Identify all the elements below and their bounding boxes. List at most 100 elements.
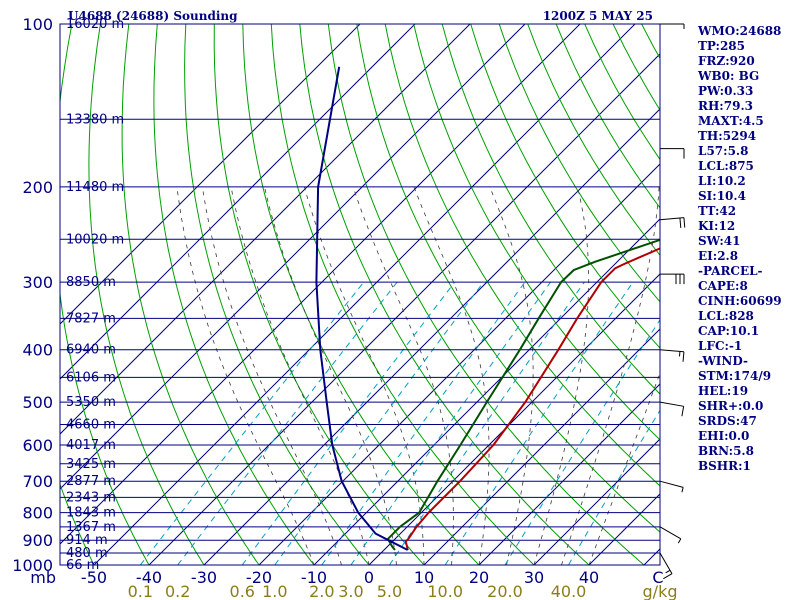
isotherm-line: [60, 24, 416, 380]
moist-adiabat-line: [533, 186, 590, 565]
stability-index-item: TH:5294: [698, 129, 757, 143]
wind-barb: [659, 480, 684, 493]
wind-barb-staff: [659, 526, 682, 540]
height-label: 7827 m: [66, 311, 116, 326]
wind-barb-staff: [659, 480, 684, 488]
height-label: 5350 m: [66, 395, 116, 410]
height-label: 480 m: [66, 546, 108, 561]
isotherm-line: [60, 24, 526, 490]
temperature-tick-label: -40: [136, 568, 162, 587]
stability-index-item: SI:10.4: [698, 189, 746, 203]
dry-adiabat-line: [213, 24, 425, 565]
isotherm-line: [423, 328, 660, 565]
wind-barb: [659, 349, 685, 362]
stability-index-item: SHR+:0.0: [698, 399, 764, 413]
axis-labels: 16020 m 13380 m 11480 m 10020 m 8850 m 7827 m…: [12, 15, 677, 600]
temperature-tick-label: -10: [301, 568, 327, 587]
mixing-ratio-line: [568, 409, 660, 565]
pressure-tick-label: 300: [22, 273, 53, 292]
moist-adiabat-line: [176, 186, 315, 565]
mixing-ratio-tick-label: 20.0: [487, 582, 523, 600]
mixing-ratio-tick-label: 0.2: [165, 582, 190, 600]
pressure-tick-label: 200: [22, 178, 53, 197]
stability-index-item: FRZ:920: [698, 54, 755, 68]
wind-barb-flag: [665, 569, 671, 574]
wind-barb-staff: [659, 401, 684, 407]
wind-barb: [659, 217, 686, 228]
stability-index-item: LCL:875: [698, 159, 754, 173]
mixing-ratio-tick-label: 1.0: [262, 582, 287, 600]
isotherm-line: [203, 108, 660, 565]
mixing-ratio-line: [274, 281, 484, 565]
height-label: 8850 m: [66, 275, 116, 290]
isotherm-line: [148, 53, 660, 565]
mixing-ratio-line: [177, 281, 398, 565]
mixing-ratio-tick-label: 5.0: [377, 582, 402, 600]
wind-barb: [660, 23, 685, 29]
stability-index-item: -PARCEL-: [698, 264, 763, 278]
isotherm-line: [93, 24, 636, 565]
height-label: 2877 m: [66, 474, 116, 489]
mixing-ratio-line: [139, 281, 365, 565]
mixing-ratio-tick-label: 10.0: [427, 582, 463, 600]
stability-index-item: CINH:60699: [698, 294, 782, 308]
stability-index-item: WMO:24688: [698, 24, 782, 38]
temperature-tick-label: -50: [81, 568, 107, 587]
mixing-ratio-line: [241, 281, 456, 565]
temperature-tick-label: 30: [524, 568, 544, 587]
wind-barb: [660, 273, 685, 285]
stability-index-item: -WIND-: [698, 354, 748, 368]
dry-adiabat-line: [153, 24, 315, 565]
mixing-ratio-tick-label: 0.1: [128, 582, 153, 600]
wind-barb-flag: [681, 406, 685, 417]
temperature-profile-line: [404, 247, 660, 551]
mixing-ratio-line: [350, 281, 552, 565]
wind-barbs: [659, 23, 686, 580]
pressure-tick-label: 700: [22, 472, 53, 491]
isotherm-line: [478, 383, 660, 565]
mixing-ratio-tick-label: 0.6: [230, 582, 255, 600]
stability-index-item: SW:41: [698, 234, 741, 248]
height-label: 10020 m: [66, 232, 124, 247]
stability-index-item: SRDS:47: [698, 414, 757, 428]
mixing-ratio-tick-label: g/kg: [643, 582, 678, 600]
isotherm-line: [368, 273, 660, 565]
height-label: 6940 m: [66, 343, 116, 358]
height-label: 13380 m: [66, 112, 124, 127]
stability-index-item: CAP:10.1: [698, 324, 760, 338]
stability-index-item: BRN:5.8: [698, 444, 754, 458]
height-label: 16020 m: [66, 17, 124, 32]
stability-index-item: EHI:0.0: [698, 429, 750, 443]
temperature-tick-label: 0: [364, 568, 374, 587]
temperature-tick-label: -30: [191, 568, 217, 587]
wind-barb-flag: [683, 217, 686, 228]
height-label: 3425 m: [66, 457, 116, 472]
height-label: 6106 m: [66, 370, 116, 385]
valid-time: 1200Z 5 MAY 25: [543, 9, 653, 23]
dry-adiabat-line: [121, 24, 260, 565]
height-label: 1843 m: [66, 506, 116, 521]
pressure-tick-label: 500: [22, 393, 53, 412]
temperature-tick-label: mb: [30, 568, 56, 587]
isotherm-line: [60, 24, 581, 545]
dewpoint-profile-line: [386, 238, 660, 551]
background-grid: [60, 24, 660, 565]
moist-adiabat-line: [352, 186, 454, 565]
stability-index-item: LCL:828: [698, 309, 754, 323]
wind-barb: [659, 401, 685, 417]
height-label: 4660 m: [66, 418, 116, 433]
temperature-tick-label: -20: [246, 568, 272, 587]
mixing-ratio-tick-label: 40.0: [551, 582, 587, 600]
wind-barb: [659, 552, 673, 580]
isotherm-line: [533, 438, 660, 565]
mixing-ratio-line: [504, 318, 660, 565]
stability-index-item: LI:10.2: [698, 174, 746, 188]
stability-index-item: EI:2.8: [698, 249, 739, 263]
height-label: 4017 m: [66, 438, 116, 453]
stability-index-item: STM:174/9: [698, 369, 772, 383]
isotherm-line: [258, 163, 660, 565]
moist-adiabat-line: [230, 186, 370, 565]
isobar-lines: [60, 23, 660, 566]
dry-adiabat-line: [184, 24, 370, 565]
sounding-series: [315, 66, 660, 551]
